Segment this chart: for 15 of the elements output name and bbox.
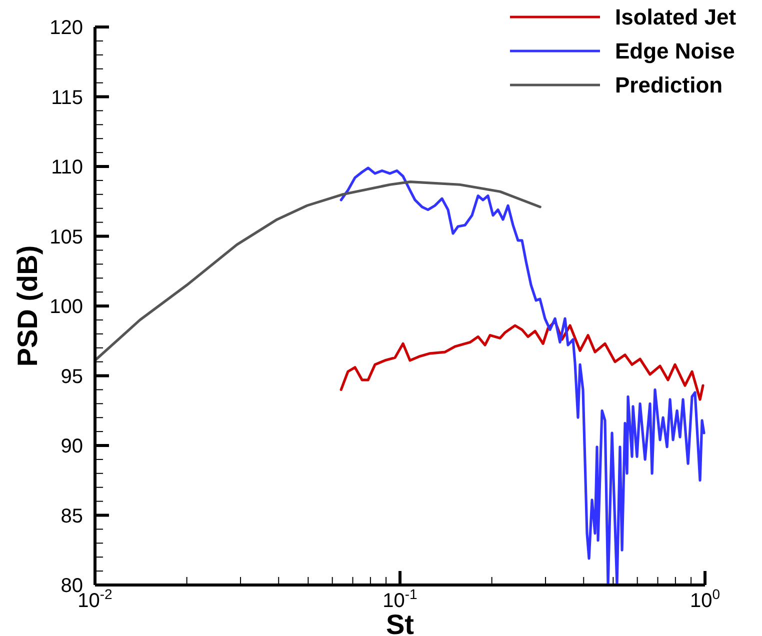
y-tick-label: 120 bbox=[50, 17, 83, 39]
legend-label: Prediction bbox=[615, 72, 723, 98]
y-tick-label: 95 bbox=[60, 366, 83, 388]
y-tick-label: 90 bbox=[60, 436, 83, 458]
legend-label: Edge Noise bbox=[615, 38, 735, 64]
legend-label: Isolated Jet bbox=[615, 4, 737, 30]
y-tick-label: 100 bbox=[50, 296, 83, 318]
y-tick-label: 105 bbox=[50, 226, 83, 248]
y-tick-label: 115 bbox=[51, 86, 83, 109]
y-axis-title: PSD (dB) bbox=[12, 245, 43, 367]
y-tick-label: 85 bbox=[60, 505, 83, 528]
x-axis-title: St bbox=[386, 609, 414, 636]
x-tick-label: 10$^{0}$ bbox=[690, 586, 720, 612]
x-tick-label: 10$^{-1}$ bbox=[382, 586, 418, 612]
y-tick-label: 110 bbox=[51, 156, 83, 178]
